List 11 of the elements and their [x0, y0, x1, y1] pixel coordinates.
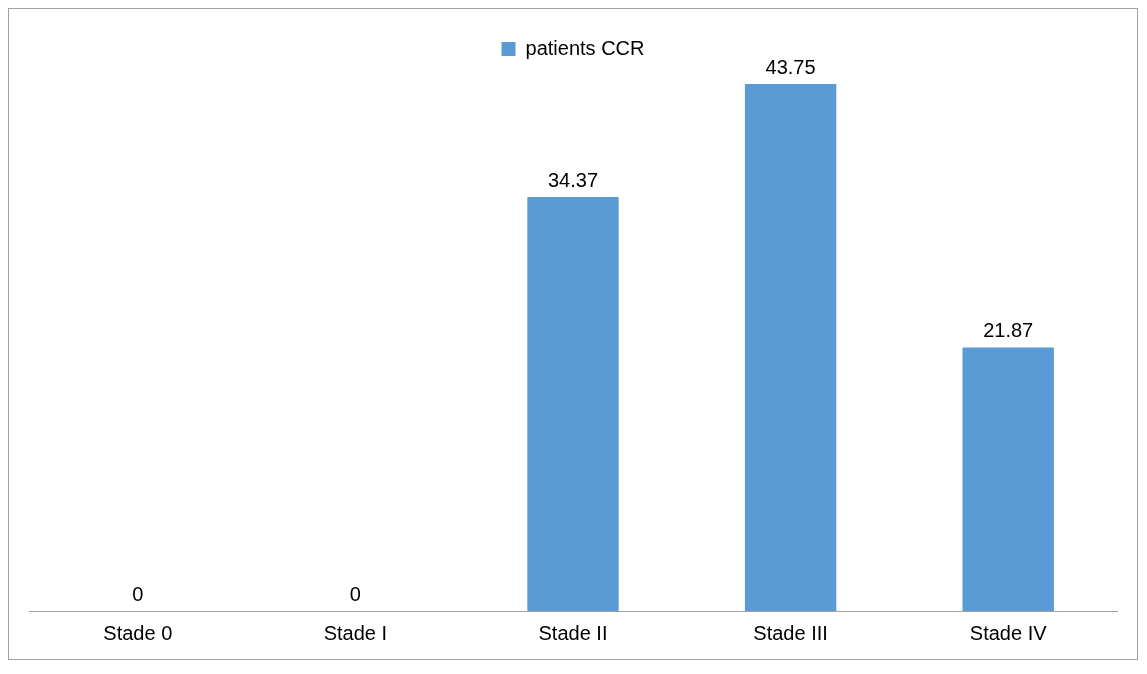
legend-label: patients CCR: [525, 36, 645, 59]
x-tick-label: Stade IV: [969, 621, 1048, 644]
data-label: 0: [132, 582, 144, 605]
x-tick-label: Stade II: [538, 621, 608, 644]
x-tick-label: Stade 0: [103, 621, 173, 644]
data-label: 43.75: [765, 55, 816, 78]
data-label: 34.37: [547, 168, 599, 191]
x-tick-label: Stade I: [323, 621, 388, 644]
data-label: 21.87: [983, 319, 1034, 342]
x-tick-label: Stade III: [753, 621, 828, 644]
data-label: 0: [349, 582, 361, 605]
